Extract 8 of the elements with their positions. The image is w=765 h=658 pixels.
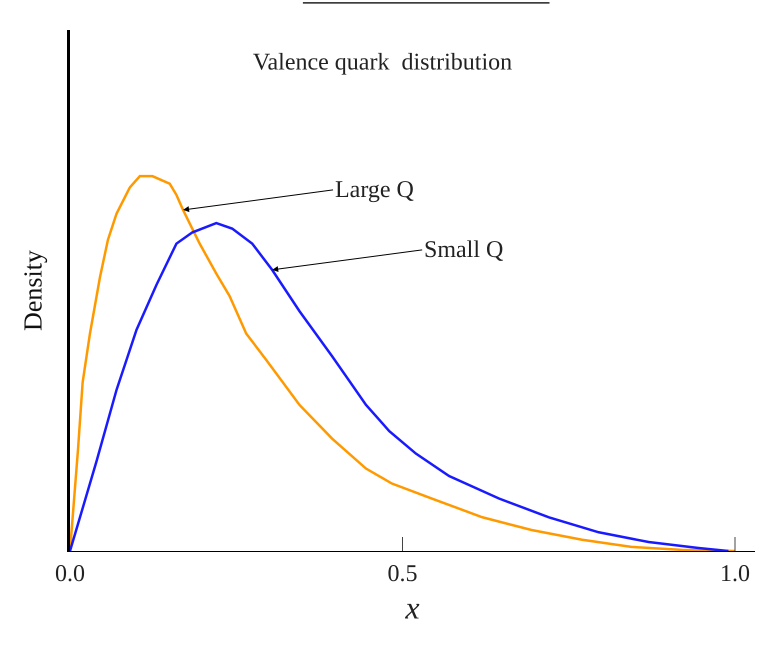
- x-tick-label: 0.0: [55, 560, 85, 587]
- x-tick-label: 0.5: [388, 560, 418, 587]
- annotation: Small Q: [424, 237, 504, 263]
- y-axis-title: Density: [18, 250, 48, 331]
- x-tick-label: 1.0: [720, 560, 750, 587]
- chart-title: Valence quark distribution: [252, 49, 512, 76]
- annotation: Large Q: [335, 177, 414, 203]
- x-axis-title: x: [404, 590, 420, 626]
